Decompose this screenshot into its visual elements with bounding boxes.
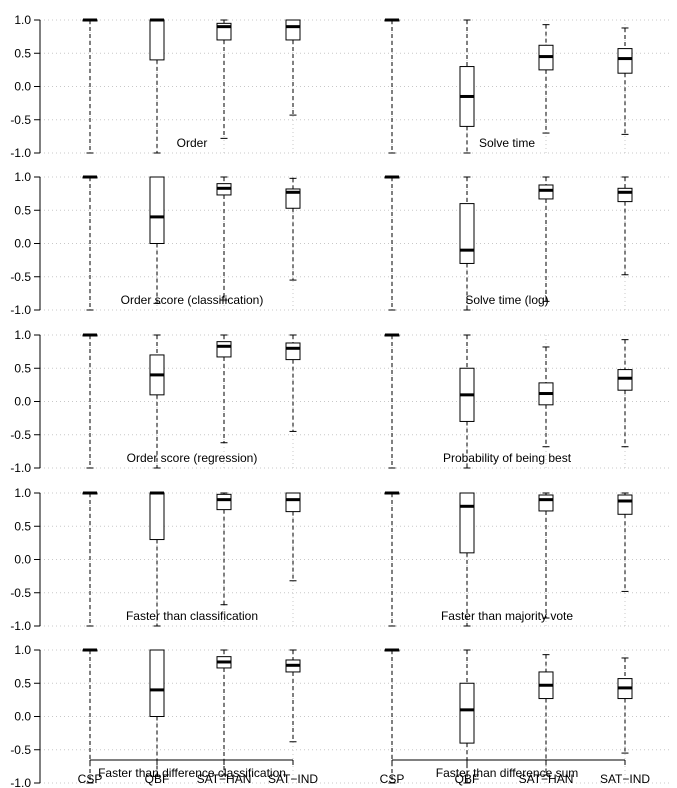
panel-4-title: Order score (regression) <box>127 451 258 465</box>
panel-3-box-1-iqr-rect <box>459 203 475 264</box>
panel-3-title: Solve time (log) <box>465 293 548 307</box>
panel-8-y-tick-label-3: -0.5 <box>10 743 31 757</box>
panel-4-y-tick-label-2: 0.0 <box>14 395 31 409</box>
panel-0-box-3-iqr-rect <box>285 19 301 41</box>
x-category-label-0-3: SAT−IND <box>268 772 318 786</box>
panel-6-title: Faster than classification <box>126 609 258 623</box>
panel-4-box-2-iqr-rect <box>216 341 232 358</box>
panel-6-y-tick-label-3: -0.5 <box>10 586 31 600</box>
panel-2-y-tick-label-2: 0.0 <box>14 237 31 251</box>
panel-7-box-3-iqr-rect <box>617 494 633 515</box>
panel-1-title: Solve time <box>479 136 535 150</box>
panel-4-y-tick-label-3: -0.5 <box>10 428 31 442</box>
panel-0-y-tick-label-0: 1.0 <box>14 13 31 27</box>
panel-9-box-1-iqr-rect <box>459 682 475 744</box>
panel-2-y-tick-label-3: -0.5 <box>10 270 31 284</box>
panel-6-y-tick-label-2: 0.0 <box>14 553 31 567</box>
panel-3-box-3-iqr-rect <box>617 187 633 203</box>
x-category-label-1-0: CSP <box>380 772 405 786</box>
panel-7-box-1-iqr-rect <box>459 492 475 554</box>
panel-5-box-3-iqr-rect <box>617 369 633 391</box>
panel-8-title: Faster than difference classification <box>98 766 286 780</box>
panel-4-box-3-iqr-rect <box>285 342 301 361</box>
panel-6-y-tick-label-4: -1.0 <box>10 619 31 633</box>
panel-4-y-tick-label-0: 1.0 <box>14 328 31 342</box>
panel-4-y-tick-label-4: -1.0 <box>10 461 31 475</box>
panel-0-y-tick-label-4: -1.0 <box>10 146 31 160</box>
panel-0-title: Order <box>177 136 208 150</box>
x-category-label-1-2: SAT−HAN <box>519 772 574 786</box>
x-category-label-0-1: QBF <box>145 772 170 786</box>
panel-0-box-1-iqr-rect <box>149 19 165 61</box>
panel-4-y-tick-label-1: 0.5 <box>14 361 31 375</box>
x-category-label-1-1: QBF <box>455 772 480 786</box>
panel-0-y-tick-label-2: 0.0 <box>14 80 31 94</box>
x-category-label-0-2: SAT−HAN <box>197 772 252 786</box>
panel-1-box-3-iqr-rect <box>617 48 633 74</box>
panel-6-box-3-iqr-rect <box>285 492 301 513</box>
panel-2-title: Order score (classification) <box>121 293 264 307</box>
panel-6-box-2-iqr-rect <box>216 493 232 511</box>
panel-2-box-1-iqr-rect <box>149 176 165 244</box>
panel-6-y-tick-label-0: 1.0 <box>14 486 31 500</box>
panel-0-y-tick-label-3: -0.5 <box>10 113 31 127</box>
panel-0-y-tick-label-1: 0.5 <box>14 46 31 60</box>
x-category-label-1-3: SAT−IND <box>600 772 650 786</box>
panel-6-box-1-iqr-rect <box>149 492 165 541</box>
panel-7-box-2-iqr-rect <box>538 494 554 512</box>
x-category-label-0-0: CSP <box>78 772 103 786</box>
panel-8-y-tick-label-2: 0.0 <box>14 710 31 724</box>
panel-9-title: Faster than difference sum <box>436 766 579 780</box>
panel-8-y-tick-label-0: 1.0 <box>14 643 31 657</box>
panel-5-title: Probability of being best <box>443 451 572 465</box>
panel-2-y-tick-label-0: 1.0 <box>14 170 31 184</box>
panel-8-y-tick-label-1: 0.5 <box>14 676 31 690</box>
panel-8-y-tick-label-4: -1.0 <box>10 776 31 788</box>
panel-7-title: Faster than majority vote <box>441 609 573 623</box>
panel-8-box-1-iqr-rect <box>149 649 165 717</box>
panel-2-y-tick-label-4: -1.0 <box>10 303 31 317</box>
panel-6-y-tick-label-1: 0.5 <box>14 519 31 533</box>
panel-3-box-2-iqr-rect <box>538 184 554 200</box>
panel-2-y-tick-label-1: 0.5 <box>14 203 31 217</box>
